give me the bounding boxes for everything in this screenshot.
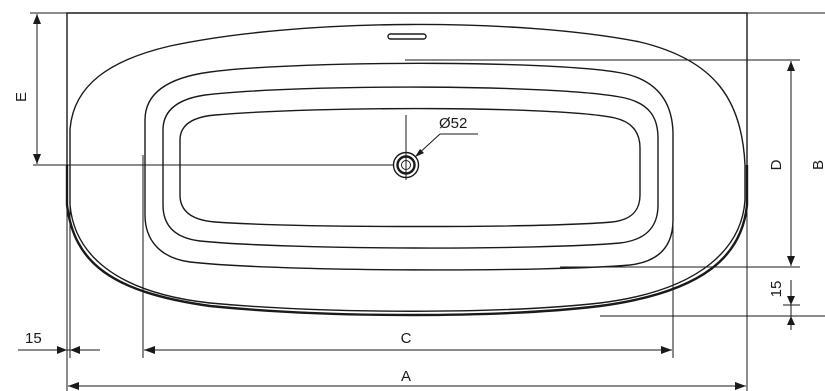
rim-left-arrow-right (70, 346, 80, 354)
basin-floor-contour (179, 107, 641, 228)
e-arrow-bottom (33, 154, 41, 164)
drain-leader-arrow (415, 149, 424, 157)
drain-diameter-label: Ø52 (439, 115, 467, 132)
b-label: B (810, 160, 825, 170)
rim-bottom-arrow-top (787, 296, 795, 305)
a-label: A (401, 368, 411, 385)
d-arrow-bottom (787, 256, 795, 266)
tub-front-edge (65, 165, 749, 317)
c-label: C (401, 330, 412, 347)
rim-bottom-arrow-bottom (787, 316, 795, 325)
d-arrow-top (787, 61, 795, 71)
d-label: D (768, 159, 785, 170)
c-arrow-right (661, 346, 672, 354)
rim-bottom-label: 15 (768, 281, 785, 298)
tub-outer-rim (69, 23, 746, 312)
rim-left-arrow-left (57, 346, 67, 354)
a-arrow-left (68, 382, 79, 390)
a-arrow-right (735, 382, 746, 390)
c-arrow-left (144, 346, 155, 354)
e-label: E (13, 92, 30, 102)
basin-middle-contour (162, 86, 659, 249)
tub-back-edge (66, 12, 748, 165)
overflow-slot (387, 33, 427, 40)
rim-left-label: 15 (25, 330, 42, 347)
basin-outer-contour (144, 62, 674, 271)
e-arrow-top (33, 14, 41, 24)
